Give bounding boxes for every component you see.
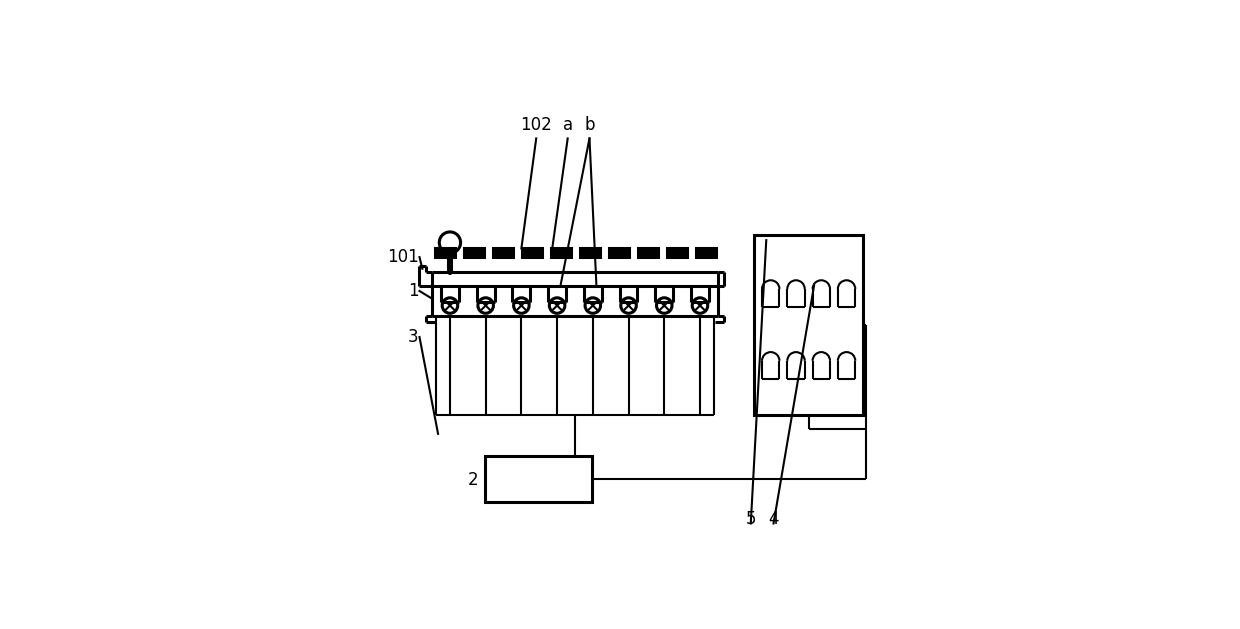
Bar — [609, 248, 629, 257]
Text: 2: 2 — [467, 471, 479, 489]
Text: 101: 101 — [387, 248, 419, 266]
Bar — [464, 248, 484, 257]
Bar — [492, 248, 513, 257]
Bar — [485, 455, 591, 502]
Bar — [580, 248, 600, 257]
Text: 5: 5 — [745, 510, 756, 528]
Text: 3: 3 — [408, 328, 419, 346]
Bar — [434, 248, 455, 257]
Bar — [667, 248, 687, 257]
Text: 1: 1 — [408, 282, 419, 300]
Text: b: b — [584, 116, 595, 133]
Bar — [551, 248, 572, 257]
Bar — [522, 248, 542, 257]
Text: a: a — [563, 116, 573, 133]
Text: 102: 102 — [521, 116, 552, 133]
Bar — [696, 248, 717, 257]
Bar — [637, 248, 658, 257]
Text: 4: 4 — [769, 510, 779, 528]
Bar — [754, 235, 863, 415]
